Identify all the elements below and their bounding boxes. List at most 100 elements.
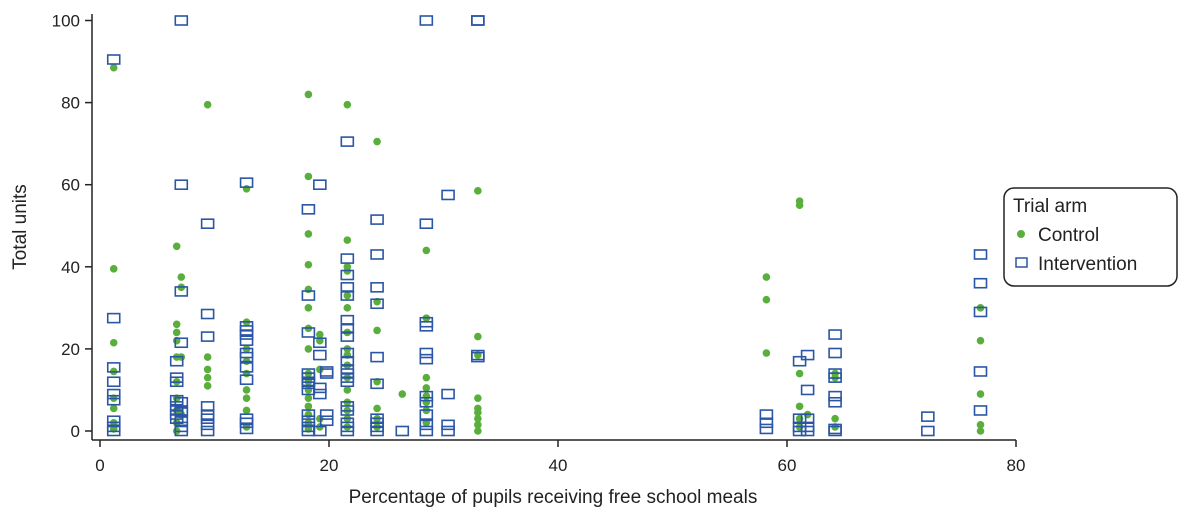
intervention-point <box>200 308 215 320</box>
intervention-point <box>441 189 455 201</box>
intervention-point <box>792 355 807 367</box>
intervention-point <box>419 353 434 365</box>
intervention-point <box>828 329 842 340</box>
intervention-point <box>200 218 215 229</box>
intervention-point <box>169 355 184 367</box>
control-point <box>304 90 313 99</box>
intervention-point <box>419 15 434 26</box>
control-point <box>795 369 804 378</box>
intervention-point <box>200 413 215 424</box>
control-point <box>343 100 352 109</box>
intervention-point <box>471 15 485 26</box>
intervention-point <box>973 249 988 260</box>
control-point <box>304 345 313 353</box>
x-ticks: 0 20 40 60 80 <box>95 440 1025 475</box>
control-point <box>242 386 251 394</box>
intervention-point <box>106 54 121 65</box>
control-point <box>976 336 985 345</box>
intervention-point <box>313 388 327 400</box>
intervention-point <box>370 378 384 390</box>
intervention-point <box>239 362 254 373</box>
control-point <box>474 394 482 402</box>
axes: 0 20 40 60 80 0 20 40 60 80 100 <box>52 12 1026 476</box>
x-tick-label: 40 <box>549 456 568 475</box>
intervention-point <box>370 298 384 310</box>
intervention-point <box>800 384 815 396</box>
intervention-point <box>106 376 121 388</box>
intervention-point <box>174 286 189 297</box>
control-point <box>474 187 482 195</box>
data-points <box>106 15 988 437</box>
control-point <box>474 421 482 429</box>
legend-control-label: Control <box>1038 225 1099 246</box>
intervention-point <box>828 396 842 408</box>
intervention-point <box>370 425 384 437</box>
intervention-point <box>973 277 988 289</box>
intervention-point <box>313 179 327 190</box>
control-point <box>242 185 251 193</box>
intervention-point <box>174 415 189 427</box>
control-point <box>304 304 313 312</box>
control-point <box>762 273 771 281</box>
control-point <box>343 386 352 394</box>
intervention-point <box>370 249 384 260</box>
control-point <box>474 332 482 341</box>
y-tick-label: 0 <box>71 422 80 441</box>
intervention-point <box>471 349 485 361</box>
control-point <box>474 408 482 417</box>
control-point <box>304 386 313 394</box>
control-point <box>177 273 186 281</box>
control-point <box>203 365 212 374</box>
legend-intervention-label: Intervention <box>1038 254 1137 275</box>
x-tick-label: 60 <box>778 456 797 475</box>
intervention-point <box>340 253 355 264</box>
intervention-point <box>174 15 189 26</box>
intervention-point <box>395 425 410 437</box>
y-axis-title: Total units <box>10 184 31 270</box>
intervention-point <box>921 411 935 422</box>
intervention-point <box>419 409 434 420</box>
intervention-point <box>239 351 254 363</box>
y-tick-label: 80 <box>61 94 80 113</box>
intervention-point <box>174 425 189 437</box>
intervention-point <box>419 321 434 332</box>
legend-control-marker <box>1017 230 1025 238</box>
legend: Trial arm Control Intervention <box>1003 187 1178 287</box>
legend-box <box>1003 187 1178 287</box>
intervention-point <box>471 15 485 26</box>
control-point <box>304 260 313 269</box>
intervention-point <box>419 390 434 402</box>
intervention-point <box>106 425 121 437</box>
intervention-point <box>419 419 434 431</box>
intervention-point <box>759 417 774 429</box>
legend-title: Trial arm <box>1013 196 1087 217</box>
intervention-point <box>319 415 334 427</box>
x-tick-label: 20 <box>320 456 339 475</box>
intervention-point <box>239 329 254 340</box>
intervention-point <box>106 312 121 324</box>
intervention-point <box>441 419 455 431</box>
intervention-point <box>973 306 988 318</box>
intervention-point <box>319 368 334 379</box>
control-point <box>474 414 482 423</box>
control-point <box>242 394 251 402</box>
control-point <box>422 246 431 255</box>
intervention-point <box>340 376 355 388</box>
control-point <box>831 414 839 423</box>
intervention-point <box>340 290 355 301</box>
intervention-point <box>973 405 988 416</box>
control-point <box>422 398 431 407</box>
intervention-point <box>340 405 355 416</box>
intervention-point <box>800 349 815 361</box>
intervention-point <box>828 372 842 383</box>
control-point <box>203 382 212 390</box>
intervention-point <box>419 425 434 437</box>
intervention-point <box>106 362 121 373</box>
x-axis-title: Percentage of pupils receiving free scho… <box>349 487 758 508</box>
intervention-point <box>106 415 121 427</box>
control-point <box>242 369 251 378</box>
intervention-point <box>239 417 254 429</box>
intervention-point <box>921 425 935 437</box>
control-point <box>343 304 352 312</box>
